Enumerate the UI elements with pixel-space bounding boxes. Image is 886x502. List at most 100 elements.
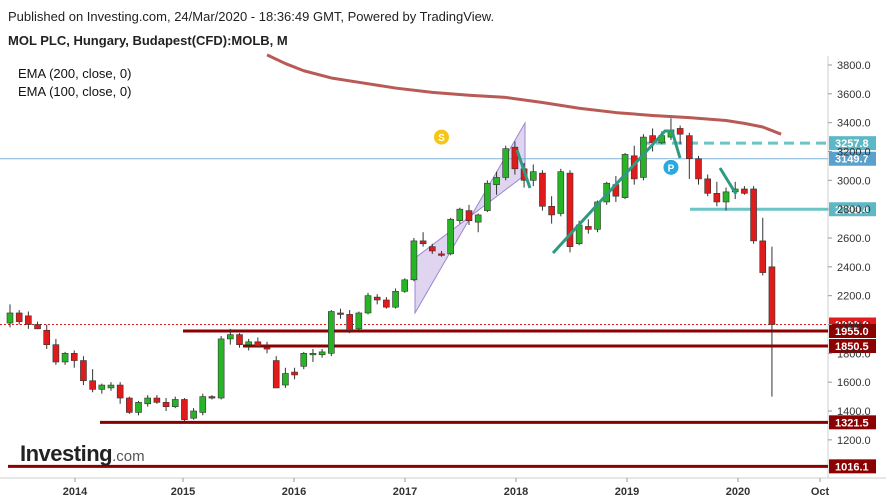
candle-body-42 [392,291,399,308]
y-tick-label-2600.0: 2600.0 [837,233,871,245]
candle-body-24 [227,334,234,340]
candle-body-36 [337,312,344,315]
level-tag-3149.7: 3149.7 [835,154,869,166]
level-tag-2799.4: 2799.4 [835,204,870,216]
candle-body-21 [199,396,207,413]
candle-body-13 [126,397,133,413]
candle-body-28 [263,347,271,350]
candle-body-52 [484,182,491,211]
y-tick-label-2200.0: 2200.0 [837,291,871,303]
x-tick-label-2017: 2017 [393,486,417,498]
candle-body-10 [98,384,106,390]
candle-body-47 [438,253,445,256]
candle-body-3 [34,324,41,330]
level-tag-1016.1: 1016.1 [835,461,869,473]
y-tick-label-1400.0: 1400.0 [837,406,871,418]
candle-body-25 [236,334,243,345]
candle-body-32 [300,353,308,367]
y-tick-label-3000.0: 3000.0 [837,175,871,187]
candle-body-50 [465,210,473,221]
level-tag-1955.0: 1955.0 [835,326,869,338]
y-tick-label-3600.0: 3600.0 [837,89,871,101]
candle-body-74 [686,135,693,160]
candle-body-46 [428,246,436,252]
candle-body-33 [309,353,317,356]
candle-body-82 [759,240,767,273]
candle-body-77 [713,193,721,203]
candle-body-27 [254,341,262,347]
candle-body-59 [548,205,555,216]
candle-body-19 [181,399,188,420]
level-tag-bg-1955.0 [829,323,876,338]
indicator-ema-100-label[interactable]: EMA (100, close, 0) [18,84,132,99]
candle-body-22 [208,396,216,399]
candle-body-60 [557,171,565,214]
x-tick-label-2016: 2016 [282,486,306,498]
candle-body-4 [43,329,51,345]
candle-body-73 [676,128,684,135]
y-tick-label-1600.0: 1600.0 [837,377,871,389]
candle-body-7 [70,353,78,361]
candle-body-51 [474,214,482,223]
candle-body-57 [529,171,537,181]
candle-body-55 [511,146,519,170]
candle-body-18 [171,399,179,407]
x-tick-label-2014: 2014 [63,486,88,498]
candle-body-39 [364,295,372,314]
candle-body-12 [116,384,124,399]
candle-body-15 [144,397,151,405]
candle-body-53 [493,177,500,185]
indicator-ema-200-label[interactable]: EMA (200, close, 0) [18,66,132,81]
candle-body-40 [373,296,381,301]
marker-label-S: S [438,133,445,144]
candle-body-30 [282,373,289,386]
candle-body-81 [750,188,757,242]
candle-body-44 [410,240,418,281]
marker-badge-P [662,158,680,176]
level-tag-3257.8: 3257.8 [835,138,869,150]
candle-body-26 [245,341,252,345]
ema-200-line [266,53,782,136]
candle-body-29 [272,360,280,389]
candle-body-43 [401,279,409,292]
level-tag-bg-1016.1 [829,459,876,474]
x-tick-label-2020: 2020 [726,486,750,498]
level-tag-1850.5: 1850.5 [835,341,869,353]
logo-main: Investing [20,441,113,466]
level-tag-bg-2799.4 [829,202,876,217]
logo-suffix: .com [112,448,145,465]
y-tick-label-2000.0: 2000.0 [837,320,871,332]
candle-body-16 [153,397,161,403]
trendline-drop [515,149,532,189]
candle-body-83 [768,266,776,325]
marker-badge-S [432,128,450,146]
candle-body-23 [217,338,225,399]
candle-body-0 [6,312,14,324]
candle-body-2 [25,315,32,325]
candle-body-20 [190,410,197,419]
candle-body-76 [704,178,711,194]
published-info: Published on Investing.com, 24/Mar/2020 … [8,9,495,24]
candle-body-9 [89,380,96,390]
level-tag-bg-1850.5 [829,339,876,354]
candle-body-63 [585,226,592,230]
candle-body-49 [456,208,464,221]
candle-body-80 [741,188,748,194]
candle-body-48 [447,218,454,255]
x-tick-label-2018: 2018 [504,486,528,498]
candle-body-38 [355,312,363,330]
candle-body-54 [502,148,510,178]
candle-body-8 [80,360,87,382]
candle-body-14 [135,402,142,413]
x-tick-label-2019: 2019 [615,486,639,498]
candle-body-34 [318,351,326,356]
candle-body-11 [107,384,115,389]
candle-body-45 [419,240,427,245]
candle-body-1 [15,312,23,322]
candle-body-64 [594,201,601,230]
level-tag-bg-1321.5 [829,415,876,430]
y-tick-label-3400.0: 3400.0 [837,118,871,130]
candle-body-41 [383,299,390,308]
level-tag-bg-3257.8 [829,136,876,151]
